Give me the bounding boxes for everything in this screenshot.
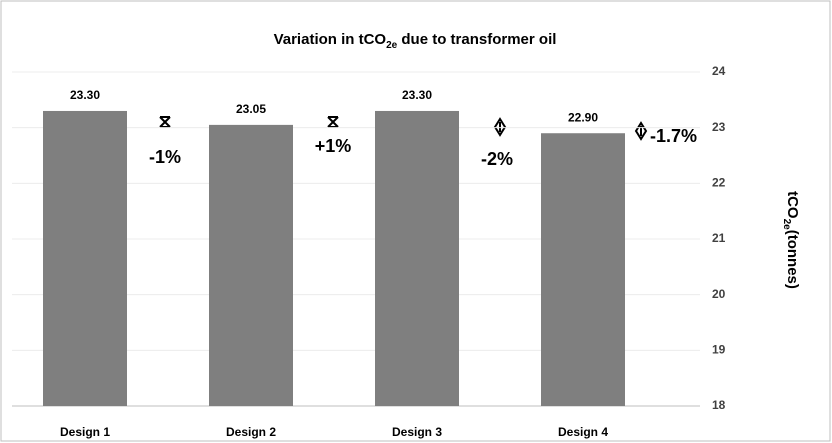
y-tick-label: 21 [712,231,726,245]
markers [159,116,648,141]
diamond-marker [634,121,648,141]
y-tick-label: 23 [712,120,726,134]
label-subscript: 2e [781,219,792,231]
x-tick-label: Design 4 [558,425,608,439]
diamond-marker [493,117,507,137]
value-label: 22.90 [568,110,598,124]
x-tick-label: Design 2 [226,425,276,439]
title-part: Variation in tCO [274,31,387,48]
annotation: +1% [315,136,352,156]
label-part: tCO [784,191,801,219]
bar [43,110,127,406]
annotation: -1% [149,147,181,167]
bar [375,110,459,406]
y-tick-label: 24 [712,64,726,78]
annotation: -2% [481,149,513,169]
x-marker [159,116,171,128]
y-axis-label: tCO2e(tonnes) [781,191,801,289]
annotation: -1.7% [650,126,697,146]
y-tick-label: 22 [712,176,726,190]
value-label: 23.05 [236,102,266,116]
x-tick-label: Design 1 [60,425,110,439]
x-marker [327,116,339,128]
value-label: 23.30 [402,88,432,102]
chart-title: Variation in tCO2e due to transformer oi… [274,31,557,51]
x-tick-label: Design 3 [392,425,442,439]
bar [541,133,625,406]
title-subscript: 2e [386,40,398,51]
value-label: 23.30 [70,88,100,102]
title-part: due to transformer oil [397,31,556,48]
y-tick-label: 20 [712,287,726,301]
y-tick-label: 18 [712,398,726,412]
y-tick-label: 19 [712,343,726,357]
label-part: (tonnes) [784,230,801,289]
bar [209,124,293,406]
